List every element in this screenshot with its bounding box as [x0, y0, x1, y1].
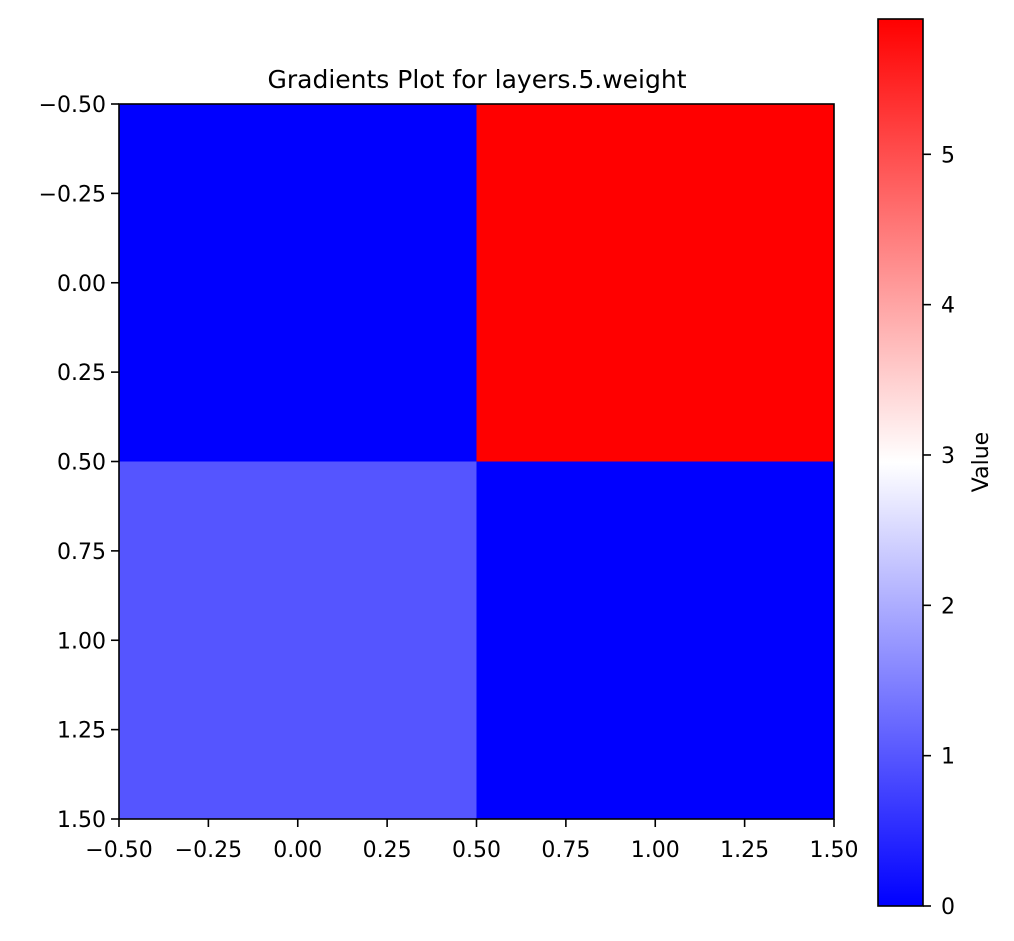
colorbar-tick-label: 3 — [941, 444, 955, 469]
y-tick-label: 0.50 — [57, 451, 106, 476]
heatmap-cell — [476, 104, 834, 462]
y-tick-label: −0.25 — [39, 182, 106, 207]
chart-title: Gradients Plot for layers.5.weight — [267, 65, 686, 94]
heatmap-cell — [476, 461, 834, 819]
colorbar — [877, 18, 924, 907]
x-tick-label: 1.50 — [810, 838, 859, 863]
y-tick-label: 1.25 — [57, 719, 106, 744]
heatmap-cells — [119, 104, 834, 819]
colorbar-tick-label: 5 — [941, 143, 955, 168]
colorbar-tick-label: 1 — [941, 745, 955, 770]
y-tick-label: 0.00 — [57, 272, 106, 297]
x-tick-label: −0.50 — [85, 838, 152, 863]
colorbar-tick-label: 0 — [941, 895, 955, 920]
heatmap-cell — [119, 104, 477, 462]
x-tick-label: 1.00 — [631, 838, 680, 863]
y-tick-label: 0.25 — [57, 361, 106, 386]
heatmap-cell — [119, 461, 477, 819]
y-tick-label: −0.50 — [39, 93, 106, 118]
x-tick-label: 0.75 — [541, 838, 590, 863]
x-tick-label: 0.25 — [363, 838, 412, 863]
y-tick-label: 0.75 — [57, 540, 106, 565]
colorbar-label: Value — [969, 432, 994, 492]
x-tick-label: 0.00 — [273, 838, 322, 863]
colorbar-tick-label: 4 — [941, 294, 955, 319]
y-tick-label: 1.50 — [57, 808, 106, 833]
x-tick-label: −0.25 — [175, 838, 242, 863]
colorbar-tick-label: 2 — [941, 594, 955, 619]
x-tick-label: 0.50 — [452, 838, 501, 863]
colorbar-ticks: 0 1 2 3 4 5 — [923, 143, 955, 920]
x-axis-ticks: −0.50 −0.25 0.00 0.25 0.50 0.75 1.00 1.25 1.50 — [85, 819, 858, 863]
y-tick-label: 1.00 — [57, 629, 106, 654]
y-axis-ticks: −0.50 −0.25 0.00 0.25 0.50 0.75 1.00 1.25 1.50 — [39, 93, 119, 833]
x-tick-label: 1.25 — [720, 838, 769, 863]
